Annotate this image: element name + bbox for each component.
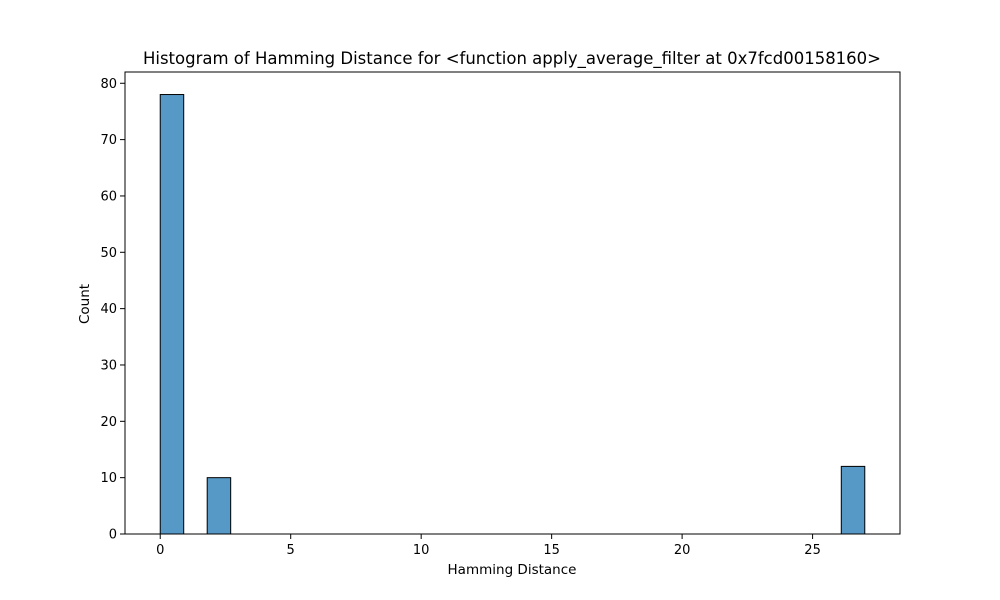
bars-layer xyxy=(159,94,866,535)
histogram-bar-0 xyxy=(159,94,185,535)
x-tick-label: 0 xyxy=(156,543,164,558)
x-tick-label: 25 xyxy=(804,543,821,558)
x-tick-label: 15 xyxy=(543,543,560,558)
y-tick-label: 10 xyxy=(100,471,117,486)
y-axis-label: Count xyxy=(77,284,93,324)
x-axis-label: Hamming Distance xyxy=(448,562,577,578)
y-tick-label: 0 xyxy=(109,528,117,543)
x-tick-label: 5 xyxy=(287,543,295,558)
y-axis: 0 10 20 30 40 50 60 70 80 xyxy=(100,77,125,543)
x-axis: 0 5 10 15 20 25 xyxy=(156,534,821,558)
y-tick-label: 60 xyxy=(100,189,117,204)
y-tick-label: 30 xyxy=(100,358,117,373)
plot-frame xyxy=(124,71,901,535)
y-tick-label: 70 xyxy=(100,133,117,148)
x-tick-label: 10 xyxy=(413,543,430,558)
y-tick-label: 40 xyxy=(100,302,117,317)
histogram-bar-1 xyxy=(206,477,232,535)
chart-title: Histogram of Hamming Distance for <funct… xyxy=(143,49,881,69)
y-tick-label: 20 xyxy=(100,415,117,430)
histogram-bar-2 xyxy=(840,465,866,535)
y-tick-label: 50 xyxy=(100,246,117,261)
y-tick-label: 80 xyxy=(100,77,117,92)
x-tick-label: 20 xyxy=(674,543,691,558)
